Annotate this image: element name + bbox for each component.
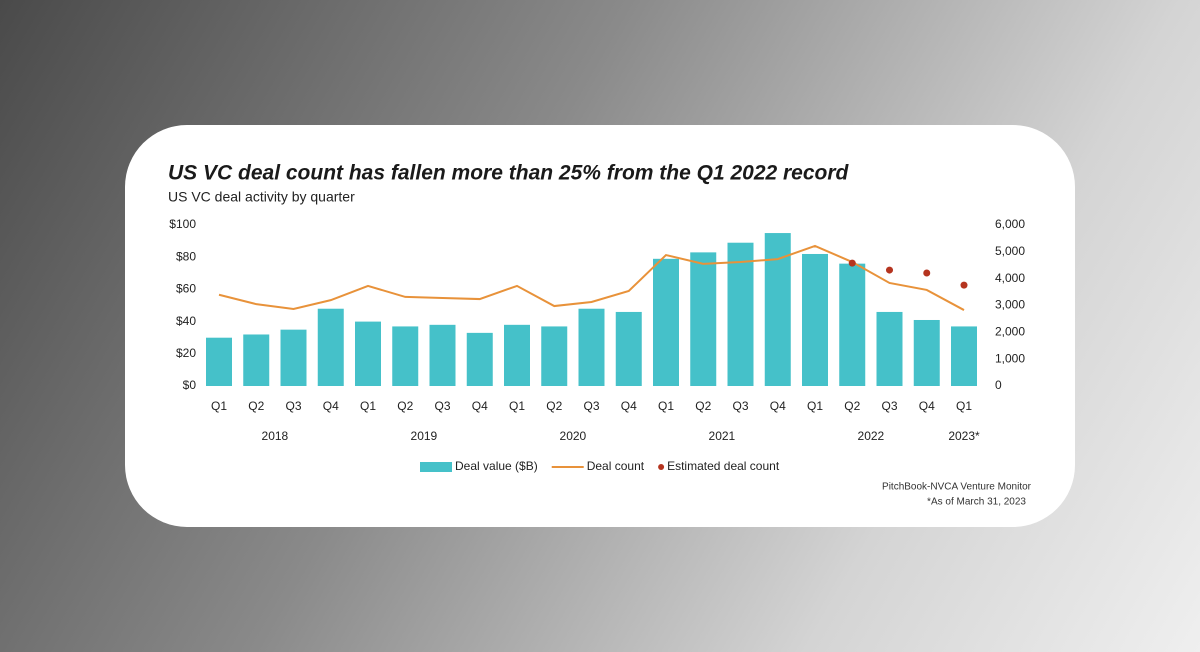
bar <box>839 263 866 386</box>
y-tick-label: $20 <box>176 346 196 360</box>
bar <box>802 253 828 386</box>
y2-tick-label: 5,000 <box>995 244 1025 258</box>
bar <box>913 319 940 386</box>
bar <box>690 252 717 386</box>
point <box>960 281 968 289</box>
year-label: 2022 <box>858 429 885 443</box>
x-tick-label: Q3 <box>583 399 599 413</box>
bar <box>466 332 493 386</box>
line <box>218 244 965 311</box>
x-tick-label: Q4 <box>770 399 786 413</box>
note: *As of March 31, 2023 <box>927 497 1026 508</box>
point <box>923 269 931 277</box>
x-tick-label: Q3 <box>732 399 748 413</box>
x-tick-label: Q1 <box>807 399 823 413</box>
point <box>886 266 893 274</box>
x-tick-label: Q1 <box>658 399 674 413</box>
bar <box>727 242 754 386</box>
x-tick-label: Q3 <box>285 399 301 413</box>
y2-tick-label: 2,000 <box>995 325 1025 339</box>
x-tick-label: Q1 <box>956 399 972 413</box>
bar <box>578 308 605 386</box>
bar <box>392 326 419 386</box>
legend-swatch <box>420 462 452 472</box>
bar <box>355 321 381 386</box>
legend-swatch <box>658 464 665 470</box>
bar <box>876 311 903 386</box>
y-tick-label: $40 <box>176 314 196 328</box>
bar <box>243 334 270 386</box>
legend-label: Deal count <box>587 459 645 473</box>
source: PitchBook-NVCA Venture Monitor <box>882 482 1032 493</box>
y2-tick-label: 4,000 <box>995 271 1025 285</box>
year-label: 2023* <box>948 429 980 443</box>
bar <box>206 337 232 386</box>
bar <box>615 311 642 386</box>
x-tick-label: Q2 <box>546 399 562 413</box>
point <box>848 259 856 267</box>
year-label: 2021 <box>709 429 736 443</box>
x-tick-label: Q1 <box>211 399 227 413</box>
year-label: 2018 <box>262 429 289 443</box>
x-tick-label: Q2 <box>397 399 413 413</box>
y-tick-label: $100 <box>169 217 196 231</box>
bar <box>280 329 307 386</box>
bar <box>653 258 679 386</box>
year-label: 2019 <box>411 429 438 443</box>
x-tick-label: Q2 <box>844 399 860 413</box>
x-tick-label: Q4 <box>472 399 488 413</box>
year-label: 2020 <box>560 429 587 443</box>
x-tick-label: Q4 <box>919 399 935 413</box>
chart-title: US VC deal count has fallen more than 25… <box>168 162 850 185</box>
y2-tick-label: 0 <box>995 378 1002 392</box>
y2-tick-label: 1,000 <box>995 351 1025 365</box>
y-tick-label: $0 <box>183 378 197 392</box>
y-tick-label: $60 <box>176 282 196 296</box>
bar <box>317 308 344 386</box>
x-tick-label: Q3 <box>881 399 897 413</box>
x-tick-label: Q4 <box>621 399 637 413</box>
bar <box>951 326 977 386</box>
x-tick-label: Q3 <box>434 399 450 413</box>
bar <box>429 324 456 386</box>
x-tick-label: Q1 <box>360 399 376 413</box>
x-tick-label: Q2 <box>695 399 711 413</box>
legend-label: Estimated deal count <box>667 459 780 473</box>
legend-label: Deal value ($B) <box>455 459 538 473</box>
x-tick-label: Q1 <box>509 399 525 413</box>
chart-subtitle: US VC deal activity by quarter <box>168 189 355 205</box>
x-tick-label: Q2 <box>248 399 264 413</box>
x-tick-label: Q4 <box>323 399 339 413</box>
y2-tick-label: 6,000 <box>995 217 1025 231</box>
bar <box>504 324 530 386</box>
bar <box>541 326 568 386</box>
y2-tick-label: 3,000 <box>995 298 1025 312</box>
y-tick-label: $80 <box>176 249 196 263</box>
